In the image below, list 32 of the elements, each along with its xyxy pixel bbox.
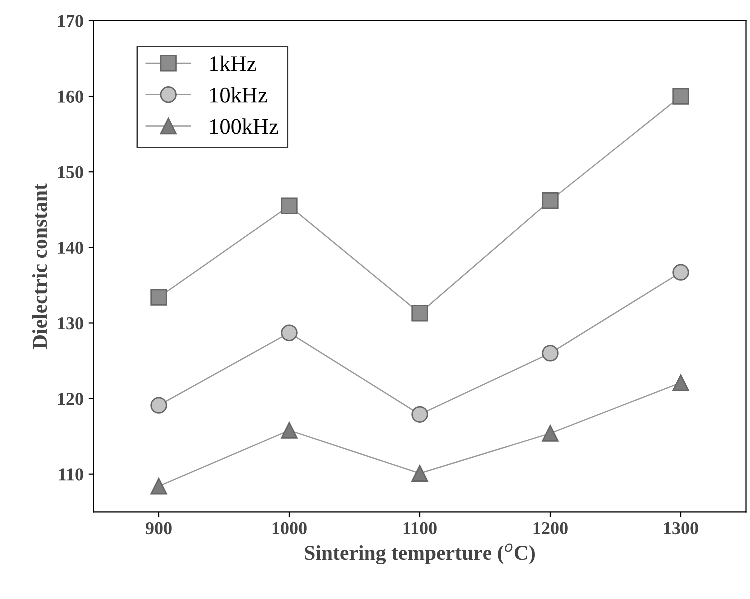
point — [150, 397, 168, 414]
y-tick-label: 160 — [58, 90, 84, 103]
point — [150, 289, 168, 306]
x-tick-label: 1200 — [534, 522, 568, 535]
y-tick-label: 120 — [58, 393, 84, 406]
x-tick-label: 1100 — [404, 522, 437, 535]
y-tick-label: 170 — [58, 15, 84, 28]
x-axis-title: Sintering temperture ($^{o}$C) — [305, 544, 535, 565]
point — [542, 345, 559, 362]
point — [412, 406, 428, 423]
point — [672, 264, 690, 281]
legend-label: 10kHz — [210, 87, 268, 103]
point — [672, 88, 690, 105]
point — [281, 198, 298, 214]
y-tick-label: 130 — [58, 317, 84, 330]
y-axis-title: Dielectric constant — [32, 184, 48, 350]
x-tick-label: 1000 — [272, 522, 307, 535]
y-tick-label: 150 — [58, 166, 84, 179]
legend-label: 100kHz — [210, 118, 278, 134]
point — [542, 192, 559, 210]
x-tick-label: 900 — [146, 522, 172, 535]
point — [150, 478, 168, 495]
point — [542, 425, 559, 442]
y-tick-label: 140 — [58, 242, 84, 254]
point — [412, 305, 428, 322]
legend-label: 1kHz — [210, 56, 256, 72]
x-tick-label: 1300 — [664, 522, 698, 535]
point — [281, 422, 298, 439]
point — [672, 374, 690, 392]
point — [281, 324, 298, 342]
point — [412, 465, 428, 482]
y-tick-label: 110 — [59, 468, 84, 481]
